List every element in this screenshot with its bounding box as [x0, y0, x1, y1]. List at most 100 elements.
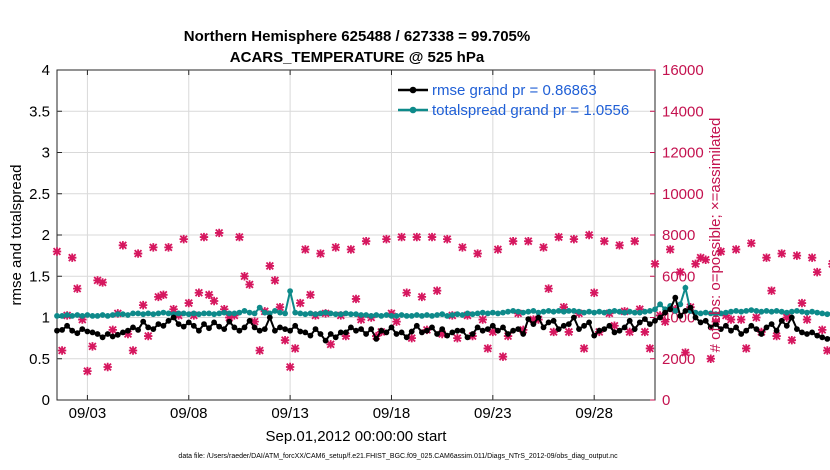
right-y-tick-label: 16000: [662, 62, 704, 79]
totalspread-point: [155, 310, 162, 317]
totalspread-point: [505, 308, 511, 315]
rmse-point: [707, 324, 714, 331]
rmse-point: [419, 329, 425, 336]
x-tick-label: 09/28: [575, 405, 613, 422]
obs-point: [407, 333, 416, 343]
totalspread-point: [626, 308, 633, 315]
totalspread-point: [606, 308, 613, 315]
totalspread-point: [419, 313, 425, 319]
rmse-point: [89, 329, 96, 336]
obs-point: [214, 228, 224, 238]
rmse-point: [459, 327, 466, 334]
rmse-point: [434, 331, 440, 337]
obs-point: [250, 317, 259, 326]
rmse-point: [408, 328, 415, 335]
rmse-point: [241, 324, 248, 331]
obs-point: [691, 259, 700, 269]
rmse-point: [120, 329, 126, 336]
rmse-point: [74, 330, 81, 337]
totalspread-point: [586, 308, 592, 315]
grid: [57, 70, 655, 400]
rmse-point: [251, 324, 258, 331]
totalspread-point: [672, 308, 679, 314]
rmse-point: [581, 322, 587, 329]
rmse-point: [393, 331, 400, 337]
totalspread-point: [768, 308, 775, 315]
obs-point: [144, 331, 153, 341]
rmse-point: [712, 321, 719, 327]
rmse-point: [571, 314, 577, 321]
obs-point: [204, 290, 214, 300]
obs-point: [681, 348, 690, 357]
totalspread-point: [292, 309, 299, 316]
totalspread-point: [444, 313, 451, 319]
totalspread-point: [611, 308, 618, 314]
obs-point: [73, 284, 82, 293]
totalspread-point: [236, 309, 243, 316]
rmse-point: [368, 326, 375, 332]
obs-point: [529, 315, 538, 324]
rmse-point: [165, 317, 172, 324]
totalspread-point: [114, 311, 121, 318]
obs-point: [777, 249, 786, 258]
obs-point: [736, 315, 746, 324]
rmse-point: [500, 324, 506, 331]
rmse-point: [216, 323, 223, 330]
totalspread-point: [196, 311, 202, 318]
rmse-point: [505, 331, 511, 337]
totalspread-point: [621, 309, 628, 316]
right-y-tick-label: 10000: [662, 186, 704, 203]
rmse-point: [424, 327, 430, 334]
rmse-point: [814, 332, 821, 339]
rmse-point: [256, 327, 263, 334]
obs-point: [138, 300, 148, 310]
obs-point: [589, 288, 599, 297]
rmse-point: [748, 322, 755, 329]
rmse-point: [788, 314, 795, 321]
rmse-point: [272, 327, 278, 334]
rmse-point: [687, 304, 694, 311]
chart-subtitle: ACARS_TEMPERATURE @ 525 hPa: [230, 49, 485, 66]
obs-point: [235, 232, 244, 242]
totalspread-point: [576, 308, 582, 315]
totalspread-point: [64, 312, 70, 318]
totalspread-point: [783, 309, 790, 316]
x-tick-label: 09/23: [474, 405, 512, 422]
totalspread-point: [540, 308, 547, 315]
left-y-tick-label: 1.5: [29, 268, 50, 285]
obs-point: [660, 317, 670, 326]
totalspread-point: [459, 312, 466, 318]
totalspread-point: [758, 308, 765, 315]
rmse-point: [398, 329, 405, 336]
obs-point: [57, 346, 67, 355]
rmse-point: [733, 324, 739, 331]
totalspread-point: [439, 311, 446, 318]
totalspread-point: [120, 311, 126, 318]
totalspread-point: [140, 311, 147, 318]
obs-point: [361, 236, 371, 246]
rmse-point: [484, 326, 491, 332]
totalspread-point: [388, 313, 395, 319]
rmse-point: [201, 321, 207, 327]
rmse-point: [783, 322, 790, 329]
obs-point: [78, 315, 87, 324]
obs-point: [392, 317, 401, 326]
obs-point: [549, 327, 558, 337]
obs-point: [118, 241, 128, 250]
rmse-point: [363, 331, 369, 337]
right-y-tick-label: 2000: [662, 351, 695, 368]
obs-point: [296, 298, 305, 308]
x-tick-label: 09/13: [271, 405, 309, 422]
obs-point: [539, 243, 548, 252]
rmse-point: [601, 326, 608, 332]
obs-point: [569, 234, 579, 244]
totalspread-point: [753, 308, 760, 314]
obs-point: [245, 280, 254, 289]
totalspread-point: [718, 310, 724, 317]
obs-point: [807, 253, 817, 262]
totalspread-point: [312, 311, 319, 318]
obs-point: [802, 315, 812, 324]
rmse-point: [332, 334, 339, 341]
chart-title: Northern Hemisphere 625488 / 627338 = 99…: [184, 28, 530, 45]
totalspread-point: [175, 310, 182, 317]
